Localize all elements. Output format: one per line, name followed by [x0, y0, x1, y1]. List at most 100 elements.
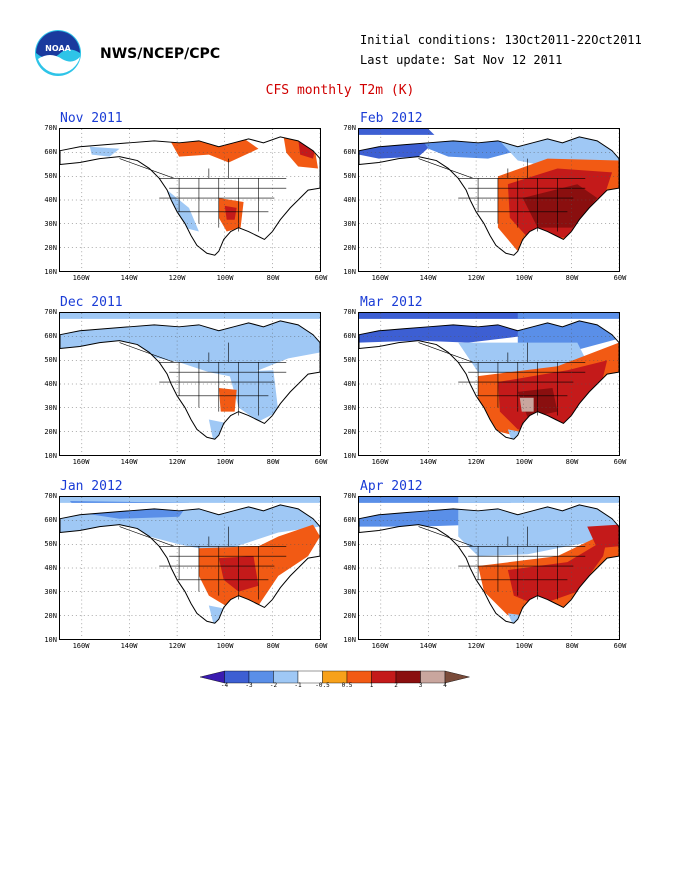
- lon-tick-label: 80W: [565, 458, 579, 466]
- anomaly-region: [359, 313, 528, 343]
- lat-tick-label: 60N: [44, 516, 57, 524]
- lat-tick-label: 30N: [343, 220, 356, 228]
- lat-tick-label: 30N: [343, 588, 356, 596]
- coastline: [359, 504, 619, 624]
- lon-tick-label: 100W: [216, 642, 234, 650]
- lon-tick-label: 80W: [565, 642, 579, 650]
- colorbar-label: -2: [269, 682, 278, 689]
- last-update: Last update: Sat Nov 12 2011: [360, 53, 563, 67]
- lon-tick-label: 140W: [120, 274, 138, 282]
- lon-tick-label: 140W: [120, 642, 138, 650]
- colorbar-label: 4: [443, 682, 447, 689]
- lon-tick-label: 60W: [314, 458, 328, 466]
- anomaly-region: [169, 134, 259, 163]
- lat-tick-label: 60N: [343, 148, 356, 156]
- org-name: NWS/NCEP/CPC: [100, 46, 221, 62]
- lat-tick-label: 20N: [44, 428, 57, 436]
- lon-tick-label: 100W: [216, 458, 234, 466]
- lat-tick-label: 30N: [44, 404, 57, 412]
- coastline: [60, 504, 320, 624]
- lat-tick-label: 60N: [343, 516, 356, 524]
- anomaly-region: [458, 497, 619, 557]
- colorbar-label: -4: [220, 682, 229, 689]
- lat-tick-label: 70N: [343, 124, 356, 132]
- anomaly-region: [167, 190, 199, 232]
- map-panel-apr: [358, 496, 620, 640]
- colorbar-swatch: [444, 670, 470, 684]
- lat-tick-label: 10N: [343, 452, 356, 460]
- lon-tick-label: 120W: [467, 274, 485, 282]
- lon-tick-label: 160W: [371, 274, 389, 282]
- initial-conditions: Initial conditions: 13Oct2011-22Oct2011: [360, 33, 642, 47]
- map-panel-dec: [59, 312, 321, 456]
- colorbar-label: 3: [418, 682, 423, 689]
- lat-tick-label: 30N: [44, 588, 57, 596]
- state-borders: [119, 342, 287, 416]
- lat-tick-label: 40N: [343, 380, 356, 388]
- lon-tick-label: 120W: [467, 642, 485, 650]
- lon-tick-label: 160W: [371, 458, 389, 466]
- lat-tick-label: 40N: [343, 196, 356, 204]
- anomaly-region: [519, 397, 534, 412]
- lon-tick-label: 80W: [266, 458, 280, 466]
- lon-tick-label: 100W: [216, 274, 234, 282]
- panel-title-mar: Mar 2012: [360, 295, 423, 310]
- lon-tick-label: 120W: [168, 458, 186, 466]
- lon-tick-label: 80W: [266, 274, 280, 282]
- lon-tick-label: 60W: [314, 642, 328, 650]
- anomaly-region: [224, 205, 237, 220]
- lat-tick-label: 10N: [343, 268, 356, 276]
- lon-tick-label: 120W: [168, 274, 186, 282]
- lat-tick-label: 20N: [44, 244, 57, 252]
- anomaly-region: [60, 313, 320, 379]
- state-borders: [418, 158, 586, 232]
- lat-tick-label: 50N: [44, 540, 57, 548]
- page-title: CFS monthly T2m (K): [265, 83, 415, 98]
- lat-tick-label: 40N: [44, 380, 57, 388]
- map-panel-nov: [59, 128, 321, 272]
- colorbar-label: -3: [245, 682, 253, 689]
- lat-tick-label: 60N: [44, 332, 57, 340]
- anomaly-region: [89, 146, 120, 157]
- lat-tick-label: 50N: [343, 540, 356, 548]
- lon-tick-label: 140W: [120, 458, 138, 466]
- lat-tick-label: 20N: [343, 428, 356, 436]
- panel-title-jan: Jan 2012: [60, 479, 123, 494]
- anomaly-region: [522, 184, 598, 228]
- lon-tick-label: 60W: [613, 458, 627, 466]
- lat-tick-label: 50N: [343, 356, 356, 364]
- lat-tick-label: 10N: [44, 636, 57, 644]
- colorbar: [200, 670, 470, 684]
- lat-tick-label: 70N: [343, 308, 356, 316]
- anomaly-region: [587, 524, 619, 549]
- lon-tick-label: 140W: [419, 642, 437, 650]
- lon-tick-label: 140W: [419, 274, 437, 282]
- panel-title-nov: Nov 2011: [60, 111, 123, 126]
- lon-tick-label: 160W: [72, 642, 90, 650]
- lat-tick-label: 40N: [44, 564, 57, 572]
- panel-title-feb: Feb 2012: [360, 111, 423, 126]
- lon-tick-label: 80W: [266, 642, 280, 650]
- anomaly-region: [218, 387, 237, 412]
- noaa-logo-icon: NOAA: [35, 30, 81, 76]
- lat-tick-label: 40N: [44, 196, 57, 204]
- lon-tick-label: 160W: [72, 458, 90, 466]
- lat-tick-label: 50N: [44, 356, 57, 364]
- coastline: [359, 136, 619, 256]
- lon-tick-label: 60W: [613, 642, 627, 650]
- lat-tick-label: 50N: [44, 172, 57, 180]
- anomaly-region: [208, 605, 239, 624]
- colorbar-label: -1: [294, 682, 302, 689]
- colorbar-label: 2: [394, 682, 398, 689]
- map-panel-feb: [358, 128, 620, 272]
- lat-tick-label: 40N: [343, 564, 356, 572]
- lon-tick-label: 160W: [371, 642, 389, 650]
- lat-tick-label: 30N: [343, 404, 356, 412]
- lon-tick-label: 100W: [515, 458, 533, 466]
- lat-tick-label: 70N: [44, 492, 57, 500]
- lat-tick-label: 20N: [44, 612, 57, 620]
- lon-tick-label: 140W: [419, 458, 437, 466]
- lat-tick-label: 70N: [343, 492, 356, 500]
- coastline: [60, 320, 320, 440]
- state-borders: [418, 526, 586, 600]
